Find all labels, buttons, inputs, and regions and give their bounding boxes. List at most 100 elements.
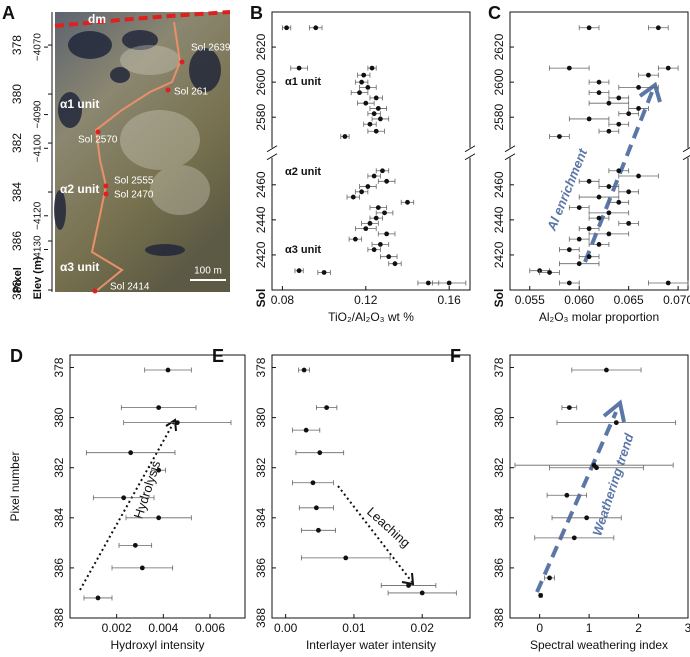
- data-point: [313, 505, 319, 511]
- x-tick-label: 2: [635, 621, 642, 635]
- axis-label: Elev (m): [32, 256, 44, 299]
- y-tick-label: 378: [52, 357, 66, 377]
- y-tick-label: 384: [10, 182, 24, 202]
- data-point: [156, 405, 162, 410]
- data-point: [375, 205, 381, 210]
- data-point: [317, 450, 323, 456]
- data-point: [564, 492, 570, 498]
- x-tick-label: 0.08: [271, 293, 295, 307]
- scale-label: 100 m: [194, 266, 222, 277]
- panel-label: A: [2, 3, 15, 23]
- x-tick-label: 0.002: [102, 621, 132, 635]
- sol-label: Sol 2639: [191, 43, 231, 54]
- y-tick-label: 2460: [492, 171, 506, 198]
- data-point: [363, 226, 369, 232]
- x-axis-label: Al₂O₃ molar proportion: [539, 310, 659, 324]
- data-point: [373, 215, 379, 221]
- axis-break: [467, 147, 474, 158]
- sol-label: Sol 261: [174, 87, 208, 98]
- x-tick-label: 0.00: [274, 621, 298, 635]
- data-point: [586, 254, 592, 260]
- panel-label: F: [450, 346, 461, 366]
- data-point: [626, 189, 632, 195]
- data-point: [419, 590, 425, 596]
- annotation: Weathering trend: [589, 431, 637, 538]
- data-point: [380, 168, 385, 174]
- axis-break: [507, 147, 514, 158]
- data-point: [576, 261, 582, 267]
- data-point: [613, 420, 619, 426]
- y-axis-label: Sol: [492, 289, 506, 308]
- y-tick-label: 2580: [254, 104, 268, 131]
- y-tick-label: 2620: [254, 33, 268, 60]
- data-point: [316, 527, 321, 533]
- data-point: [604, 367, 609, 373]
- x-tick-label: 0.01: [342, 621, 366, 635]
- data-point: [566, 405, 572, 410]
- y-axis-label: Pixel number: [8, 451, 22, 521]
- data-point: [371, 247, 377, 253]
- y-tick-label: 2580: [492, 104, 506, 131]
- plot-frame: [509, 354, 689, 619]
- y-tick-label: 382: [52, 457, 66, 477]
- panel-label: E: [212, 346, 224, 366]
- data-point: [139, 565, 145, 571]
- data-point: [665, 65, 671, 71]
- y-tick-label: 2460: [254, 171, 268, 198]
- data-point: [382, 210, 387, 216]
- x-axis-label: Hydroxyl intensity: [110, 638, 204, 652]
- y-tick-label: 388: [492, 608, 506, 628]
- data-point: [156, 515, 162, 521]
- data-point: [313, 25, 319, 31]
- data-point: [594, 465, 599, 471]
- plot-frame: [509, 11, 689, 291]
- y-tick-label: 384: [52, 507, 66, 527]
- y-tick-label: 2600: [492, 68, 506, 95]
- y-tick-label: 382: [10, 133, 24, 153]
- data-point: [296, 65, 302, 71]
- data-point: [538, 593, 544, 598]
- y-tick-label: 388: [254, 608, 268, 628]
- light-patches: [120, 45, 210, 215]
- data-point: [365, 84, 371, 90]
- data-point: [596, 215, 602, 221]
- y-tick-label: 2440: [492, 206, 506, 233]
- x-tick-label: 0.02: [411, 621, 435, 635]
- elev-tick-label: −4120: [33, 201, 44, 230]
- unit-label: α2 unit: [60, 182, 99, 196]
- data-point: [373, 128, 379, 134]
- data-point: [296, 268, 302, 274]
- axis-break: [269, 147, 276, 158]
- data-point: [547, 575, 552, 581]
- data-point: [571, 535, 577, 541]
- data-point: [371, 173, 377, 179]
- y-tick-label: 386: [10, 231, 24, 251]
- data-point: [596, 79, 602, 85]
- break-mark: [682, 146, 690, 153]
- data-point: [352, 236, 358, 242]
- unit-label: α1 unit: [60, 97, 99, 111]
- elev-tick-label: −4090: [33, 100, 44, 129]
- data-point: [566, 247, 572, 253]
- panel-label: B: [250, 3, 263, 23]
- trend-arrow: [79, 421, 175, 591]
- x-tick-label: 0.006: [195, 621, 225, 635]
- data-point: [384, 178, 390, 184]
- sol-markers: [92, 59, 185, 294]
- data-point: [566, 65, 572, 71]
- data-point: [616, 168, 622, 174]
- y-tick-label: 2440: [254, 206, 268, 233]
- panel-label: C: [488, 3, 501, 23]
- annotation: Al enrichment: [543, 146, 590, 234]
- data-point: [371, 111, 377, 117]
- data-point: [586, 226, 592, 232]
- data-point: [342, 134, 348, 139]
- data-point: [616, 199, 622, 205]
- data-point: [324, 405, 330, 410]
- data-point: [343, 555, 349, 561]
- arrow-head: [165, 418, 177, 432]
- break-mark: [464, 153, 476, 161]
- data-point: [626, 111, 632, 117]
- y-tick-label: 378: [10, 35, 24, 55]
